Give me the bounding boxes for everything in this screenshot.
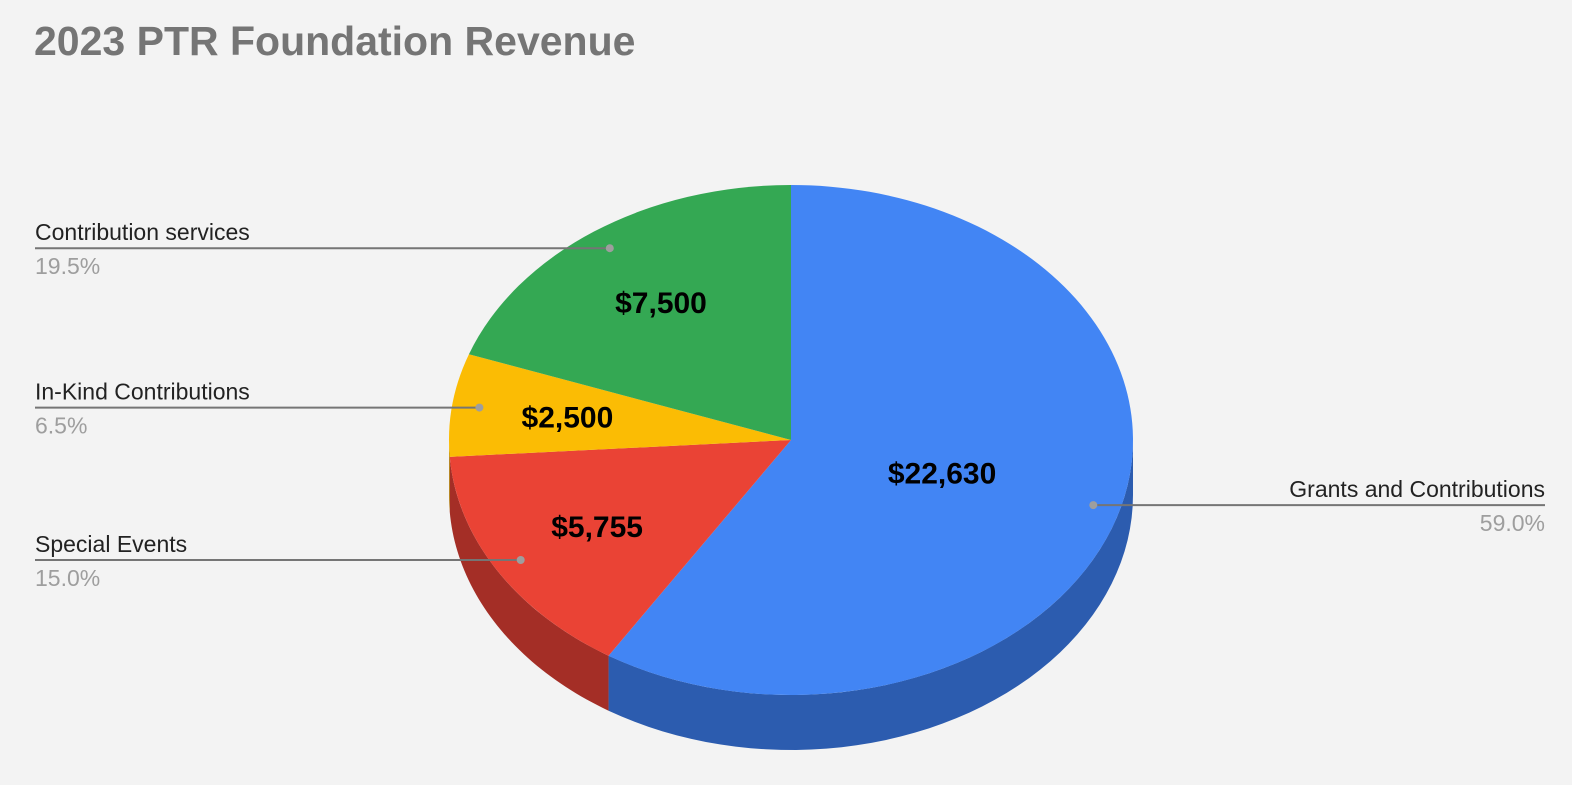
pie-tops <box>449 185 1133 695</box>
pie-sides <box>449 440 1133 750</box>
callout-label-contribution-services: Contribution services <box>35 219 250 245</box>
pie-side-special-events <box>449 456 609 711</box>
pie-slice-special-events <box>449 440 791 656</box>
value-label-grants-and-contributions: $22,630 <box>888 457 996 490</box>
callout-dot-grants-and-contributions <box>1089 501 1098 510</box>
pie-side-in-kind-contributions <box>449 440 450 512</box>
callouts: Grants and Contributions 59.0% Special Eve… <box>35 219 1545 591</box>
pie-slice-contribution-services <box>468 185 791 440</box>
callout-percent-contribution-services: 19.5% <box>35 253 100 279</box>
chart-title: 2023 PTR Foundation Revenue <box>34 18 636 64</box>
callout-label-special-events: Special Events <box>35 531 187 557</box>
value-label-in-kind-contributions: $2,500 <box>522 402 614 435</box>
value-labels: $22,630 $5,755 $2,500 $7,500 <box>522 287 997 544</box>
value-label-special-events: $5,755 <box>551 511 643 544</box>
pie-slice-in-kind-contributions <box>449 354 791 457</box>
callout-dot-special-events <box>516 556 525 564</box>
callout-dot-in-kind-contributions <box>475 403 484 412</box>
callout-percent-special-events: 15.0% <box>35 565 100 591</box>
callout-dot-contribution-services <box>605 244 614 253</box>
pie-side-grants-and-contributions <box>608 440 1133 750</box>
value-label-contribution-services: $7,500 <box>615 287 707 320</box>
callout-percent-in-kind-contributions: 6.5% <box>35 413 87 439</box>
callout-label-grants-and-contributions: Grants and Contributions <box>1289 476 1545 502</box>
callout-percent-grants-and-contributions: 59.0% <box>1480 510 1545 536</box>
callout-label-in-kind-contributions: In-Kind Contributions <box>35 379 250 405</box>
pie-slice-grants-and-contributions <box>608 185 1133 695</box>
